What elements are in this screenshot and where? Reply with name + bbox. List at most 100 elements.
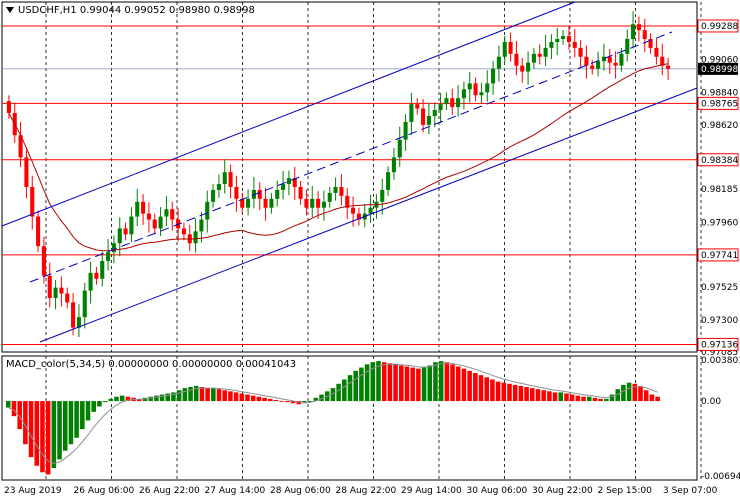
candle-body[interactable] [269,198,274,208]
candle-body[interactable] [292,178,297,187]
candle-body[interactable] [141,201,146,214]
candle-body[interactable] [263,198,268,208]
candle-body[interactable] [135,201,140,217]
candle-body[interactable] [514,53,519,66]
candle-body[interactable] [421,108,426,125]
candle-body[interactable] [211,189,216,202]
candle-body[interactable] [520,65,525,72]
candle-body[interactable] [41,246,46,276]
candle-body[interactable] [543,47,548,57]
candle-body[interactable] [24,157,29,187]
candle-body[interactable] [555,38,560,42]
candle-body[interactable] [654,47,659,57]
candle-body[interactable] [36,216,41,247]
candle-body[interactable] [415,104,420,109]
candle-body[interactable] [321,201,326,208]
candle-body[interactable] [65,293,70,303]
candle-body[interactable] [53,287,58,298]
candle-body[interactable] [286,178,291,185]
candle-body[interactable] [584,56,589,66]
candle-body[interactable] [94,272,99,279]
candle-body[interactable] [502,41,507,57]
candle-body[interactable] [631,24,636,39]
candle-body[interactable] [461,89,466,99]
candle-body[interactable] [578,47,583,57]
candle-body[interactable] [304,198,309,208]
candle-body[interactable] [531,53,536,63]
dropdown-triangle-icon[interactable] [6,7,14,13]
candle-body[interactable] [666,65,671,69]
candle-body[interactable] [444,98,449,105]
candle-body[interactable] [619,53,624,66]
candle-body[interactable] [403,121,408,140]
candle-body[interactable] [30,186,35,217]
candle-body[interactable] [636,24,641,31]
candle-body[interactable] [607,56,612,63]
candle-body[interactable] [613,62,618,66]
candle-body[interactable] [345,195,350,208]
candle-body[interactable] [146,213,151,220]
candle-body[interactable] [216,184,221,190]
candle-body[interactable] [356,213,361,220]
candle-body[interactable] [123,228,128,235]
candle-body[interactable] [485,83,490,93]
candle-body[interactable] [82,290,87,318]
candle-body[interactable] [368,207,373,214]
candle-body[interactable] [129,216,134,235]
candle-body[interactable] [164,209,169,217]
candle-body[interactable] [310,198,315,208]
candle-body[interactable] [193,231,198,244]
candle-body[interactable] [660,56,665,66]
candle-body[interactable] [537,53,542,57]
candle-body[interactable] [561,36,566,39]
candle-body[interactable] [409,104,414,122]
candle-body[interactable] [351,207,356,214]
candle-body[interactable] [473,83,478,96]
channel-upper-line[interactable] [1,1,576,227]
candle-body[interactable] [601,56,606,62]
candle-body[interactable] [152,219,157,229]
candle-body[interactable] [117,228,122,244]
candle-body[interactable] [222,172,227,185]
candle-body[interactable] [327,192,332,202]
candle-body[interactable] [590,65,595,69]
candle-body[interactable] [18,135,23,158]
candle-body[interactable] [181,228,186,235]
candle-body[interactable] [333,186,338,193]
candle-body[interactable] [47,275,52,298]
candle-body[interactable] [205,201,210,220]
candle-body[interactable] [316,198,321,208]
candle-body[interactable] [642,30,647,39]
candle-body[interactable] [71,302,76,328]
candle-body[interactable] [199,219,204,232]
candle-body[interactable] [76,317,81,328]
candle-body[interactable] [526,62,531,72]
candle-body[interactable] [491,68,496,84]
candle-body[interactable] [625,38,630,54]
candle-body[interactable] [596,61,601,69]
candle-body[interactable] [432,110,437,116]
candle-body[interactable] [257,189,262,199]
candle-body[interactable] [426,115,431,125]
candle-body[interactable] [566,36,571,42]
candle-body[interactable] [158,216,163,229]
candle-body[interactable] [549,41,554,48]
channel-lower-line[interactable] [39,87,698,343]
candle-body[interactable] [391,157,396,173]
candle-body[interactable] [106,252,111,261]
candle-body[interactable] [246,198,251,208]
candle-body[interactable] [240,198,245,208]
candle-body[interactable] [88,272,93,291]
candle-body[interactable] [438,104,443,111]
candle-body[interactable] [339,186,344,196]
candle-body[interactable] [234,186,239,199]
candle-body[interactable] [298,186,303,199]
candle-body[interactable] [648,38,653,48]
candle-body[interactable] [467,83,472,90]
candle-body[interactable] [275,189,280,199]
candle-body[interactable] [100,260,105,279]
channel-middle-line[interactable] [29,31,673,283]
candle-body[interactable] [59,287,64,294]
candle-body[interactable] [111,243,116,253]
